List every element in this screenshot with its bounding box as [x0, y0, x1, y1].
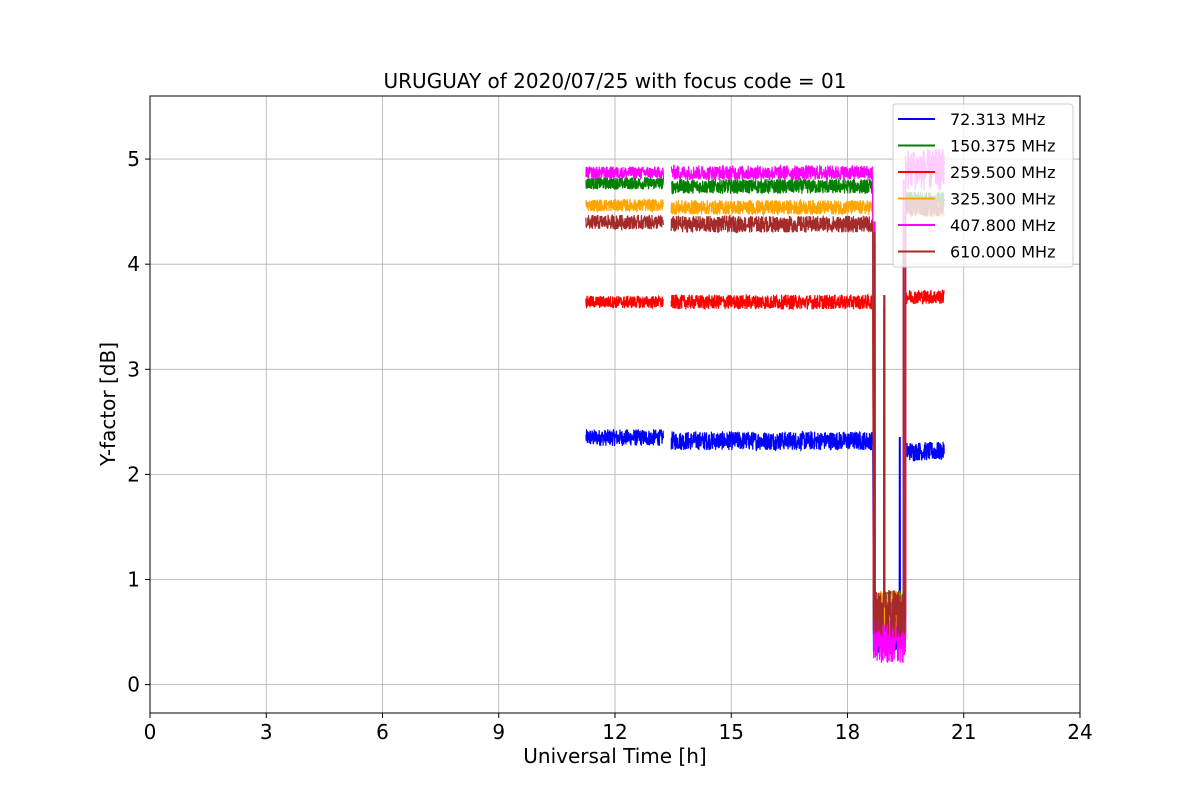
series-segment: [585, 197, 664, 214]
series-segment: [670, 430, 874, 453]
series-segment: [585, 213, 664, 232]
series-segment: [585, 166, 664, 181]
y-tick-label: 1: [127, 568, 140, 592]
y-tick-label: 3: [127, 357, 140, 381]
legend-label: 610.000 MHz: [950, 243, 1055, 262]
series-segment: [585, 294, 664, 310]
series-segment: [670, 177, 874, 195]
x-tick-label: 12: [602, 720, 627, 744]
series-segment: [670, 214, 873, 234]
legend-label: 325.300 MHz: [950, 190, 1055, 209]
x-tick-label: 0: [144, 720, 157, 744]
x-tick-label: 6: [376, 720, 389, 744]
series-segment: [670, 164, 874, 181]
x-axis-label: Universal Time [h]: [523, 744, 706, 768]
x-tick-label: 3: [260, 720, 273, 744]
legend: 72.313 MHz 150.375 MHz 259.500 MHz 325.300 …: [892, 103, 1074, 268]
x-tick-label: 18: [835, 720, 860, 744]
x-tick-label: 24: [1067, 720, 1092, 744]
legend-label: 407.800 MHz: [950, 216, 1055, 235]
legend-label: 259.500 MHz: [950, 163, 1055, 182]
legend-label: 72.313 MHz: [950, 110, 1045, 129]
series-segment: [585, 175, 664, 190]
series-segment: [585, 429, 664, 446]
legend-label: 150.375 MHz: [950, 137, 1055, 156]
series-dropout: [872, 206, 907, 638]
series-segment: [905, 289, 945, 305]
x-tick-label: 9: [492, 720, 505, 744]
y-tick-label: 2: [127, 462, 140, 486]
y-tick-label: 4: [127, 252, 140, 276]
y-axis-label: Y-factor [dB]: [96, 342, 120, 467]
series-segment: [905, 441, 945, 462]
y-tick-label: 0: [127, 673, 140, 697]
series-segment: [670, 293, 874, 311]
x-tick-label: 15: [719, 720, 744, 744]
chart-title: URUGUAY of 2020/07/25 with focus code = …: [384, 69, 847, 93]
y-tick-label: 5: [127, 147, 140, 171]
series-segment: [670, 198, 874, 217]
legend-box: [892, 103, 1074, 268]
x-tick-label: 21: [951, 720, 976, 744]
